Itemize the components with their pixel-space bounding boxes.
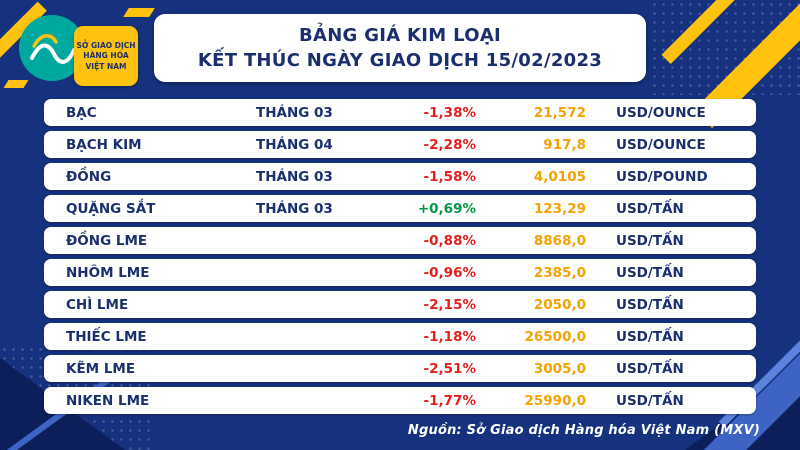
table-row: CHÌ LME -2,15% 2050,0 USD/TẤN: [44, 291, 756, 318]
mxv-logo: SỞ GIAO DỊCH HÀNG HÓA VIỆT NAM: [14, 10, 174, 96]
price-value: 21,572: [533, 104, 586, 121]
price-value: 4,0105: [533, 168, 586, 185]
title-line-2: KẾT THÚC NGÀY GIAO DỊCH 15/02/2023: [197, 50, 603, 72]
table-row: BẠC THÁNG 03 -1,38% 21,572 USD/OUNCE: [44, 99, 756, 126]
change-percent: -0,96%: [423, 264, 476, 281]
contract-month: THÁNG 04: [256, 136, 333, 153]
price-value: 2385,0: [533, 264, 586, 281]
table-row: NIKEN LME -1,77% 25990,0 USD/TẤN: [44, 387, 756, 414]
price-value: 917,8: [543, 136, 586, 153]
table-row: ĐỒNG THÁNG 03 -1,58% 4,0105 USD/POUND: [44, 163, 756, 190]
commodity-name: THIẾC LME: [66, 328, 147, 345]
price-unit: USD/OUNCE: [616, 104, 706, 121]
title-line-1: BẢNG GIÁ KIM LOẠI: [298, 25, 502, 46]
commodity-name: ĐỒNG LME: [66, 232, 148, 249]
price-unit: USD/TẤN: [616, 296, 684, 313]
logo-line: SỞ GIAO DỊCH: [76, 40, 136, 50]
table-row: ĐỒNG LME -0,88% 8868,0 USD/TẤN: [44, 227, 756, 254]
commodity-name: CHÌ LME: [66, 296, 129, 313]
change-percent: -0,88%: [423, 232, 476, 249]
table-row: NHÔM LME -0,96% 2385,0 USD/TẤN: [44, 259, 756, 286]
table-row: THIẾC LME -1,18% 26500,0 USD/TẤN: [44, 323, 756, 350]
change-percent: -2,28%: [423, 136, 476, 153]
price-unit: USD/TẤN: [616, 200, 684, 217]
price-value: 123,29: [533, 200, 586, 217]
price-unit: USD/TẤN: [616, 264, 684, 281]
price-table: BẠC THÁNG 03 -1,38% 21,572 USD/OUNCE BẠCH KIM…: [44, 99, 756, 414]
contract-month: THÁNG 03: [256, 104, 333, 121]
table-row: KẼM LME -2,51% 3005,0 USD/TẤN: [44, 355, 756, 382]
logo-line: HÀNG HÓA: [83, 51, 129, 61]
change-percent: -1,77%: [423, 392, 476, 409]
table-row: QUẶNG SẮT THÁNG 03 +0,69% 123,29 USD/TẤN: [44, 195, 756, 222]
commodity-name: NIKEN LME: [66, 392, 150, 409]
price-value: 2050,0: [533, 296, 586, 313]
commodity-name: BẠCH KIM: [66, 136, 142, 153]
source-caption: Nguồn: Sở Giao dịch Hàng hóa Việt Nam (M…: [407, 423, 760, 438]
price-unit: USD/POUND: [616, 168, 708, 185]
change-percent: -2,15%: [423, 296, 476, 313]
price-value: 3005,0: [533, 360, 586, 377]
price-value: 8868,0: [533, 232, 586, 249]
commodity-name: ĐỒNG: [66, 168, 112, 185]
commodity-name: QUẶNG SẮT: [66, 200, 156, 217]
price-unit: USD/TẤN: [616, 392, 684, 409]
commodity-name: NHÔM LME: [66, 264, 150, 281]
price-value: 25990,0: [524, 392, 587, 409]
commodity-name: BẠC: [66, 104, 97, 121]
change-percent: -1,58%: [423, 168, 476, 185]
logo-line: VIỆT NAM: [85, 61, 127, 71]
contract-month: THÁNG 03: [256, 200, 333, 217]
change-percent: -1,18%: [423, 328, 476, 345]
page-title: BẢNG GIÁ KIM LOẠI KẾT THÚC NGÀY GIAO DỊC…: [154, 14, 646, 83]
mxv-logo-icon: [19, 15, 85, 81]
change-percent: -1,38%: [423, 104, 476, 121]
change-percent: +0,69%: [417, 200, 476, 217]
price-unit: USD/TẤN: [616, 232, 684, 249]
price-value: 26500,0: [524, 328, 587, 345]
price-unit: USD/TẤN: [616, 360, 684, 377]
commodity-name: KẼM LME: [66, 360, 136, 377]
price-unit: USD/OUNCE: [616, 136, 706, 153]
price-unit: USD/TẤN: [616, 328, 684, 345]
change-percent: -2,51%: [423, 360, 476, 377]
logo-text-box: SỞ GIAO DỊCH HÀNG HÓA VIỆT NAM: [74, 26, 138, 86]
contract-month: THÁNG 03: [256, 168, 333, 185]
table-row: BẠCH KIM THÁNG 04 -2,28% 917,8 USD/OUNCE: [44, 131, 756, 158]
